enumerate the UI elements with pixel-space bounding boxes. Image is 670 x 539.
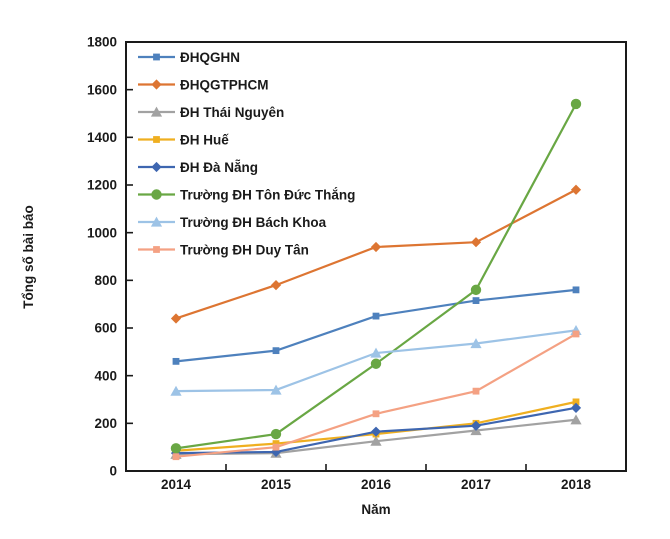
legend-square-marker [153,53,160,61]
legend-label: Trường ĐH Tôn Đức Thắng [180,187,355,202]
legend-square-marker [153,246,160,253]
y-tick-label: 1400 [87,130,117,145]
data-point-diamond-marker [570,402,582,413]
data-point-square-marker [272,440,280,447]
data-point-square-marker [472,297,480,304]
data-point-circle-marker [270,428,282,440]
data-point-diamond-marker [270,280,282,291]
x-tick-label: 2016 [361,477,392,492]
data-point-circle-marker [570,98,582,110]
y-tick-label: 800 [94,273,117,288]
legend-label: ĐHQGHN [180,50,240,65]
data-point-diamond-marker [370,426,382,437]
data-point-triangle-marker [370,435,382,446]
legend-square-marker [153,136,160,143]
legend-triangle-marker [150,216,163,227]
y-tick-label: 0 [109,464,117,479]
data-point-square-marker [372,312,380,320]
series-line-Trường ĐH Tôn Đức Thắng [175,103,577,450]
data-point-diamond-marker [170,313,182,324]
data-point-square-marker [272,443,280,451]
legend-label: ĐHQGTPHCM [180,77,269,92]
legend-circle-marker [151,189,162,200]
legend-diamond-marker [151,79,162,90]
legend-label: Trường ĐH Bách Khoa [180,215,327,230]
x-tick-label: 2018 [561,477,592,492]
data-point-square-marker [372,410,380,418]
x-axis-label: Năm [361,502,390,517]
y-tick-label: 200 [94,416,117,431]
data-point-square-marker [172,357,180,365]
legend-label: ĐH Huế [180,132,229,147]
data-point-triangle-marker [170,385,182,396]
legend-label: ĐH Đà Nẵng [180,160,258,175]
legend-triangle-marker [150,106,163,117]
data-point-square-marker [572,286,580,294]
y-tick-label: 600 [94,321,117,336]
legend-label: ĐH Thái Nguyên [180,105,284,120]
legend-label: Trường ĐH Duy Tân [180,242,309,257]
y-tick-label: 1800 [87,35,117,50]
data-point-diamond-marker [570,184,582,195]
x-tick-label: 2015 [261,477,292,492]
data-point-square-marker [572,330,580,338]
plot-frame [125,41,627,472]
data-point-triangle-marker [470,338,482,349]
data-point-circle-marker [470,284,482,296]
data-point-diamond-marker [470,237,482,248]
data-point-triangle-marker [370,347,382,358]
y-tick-label: 1200 [87,178,117,193]
y-tick-label: 1600 [87,82,117,97]
data-point-square-marker [472,387,480,395]
legend-diamond-marker [151,161,162,173]
data-point-diamond-marker [470,420,482,431]
x-tick-label: 2017 [461,477,491,492]
data-point-circle-marker [370,358,382,369]
data-point-triangle-marker [270,384,282,395]
data-point-square-marker [272,347,280,355]
x-tick-label: 2014 [161,477,192,492]
data-point-square-marker [172,453,180,461]
data-point-triangle-marker [570,414,582,425]
y-tick-label: 400 [94,368,117,383]
data-point-square-marker [572,398,580,406]
data-point-circle-marker [170,443,182,454]
data-point-diamond-marker [370,241,382,253]
y-tick-label: 1000 [87,225,117,240]
y-axis-label: Tổng số bài báo [21,205,36,309]
